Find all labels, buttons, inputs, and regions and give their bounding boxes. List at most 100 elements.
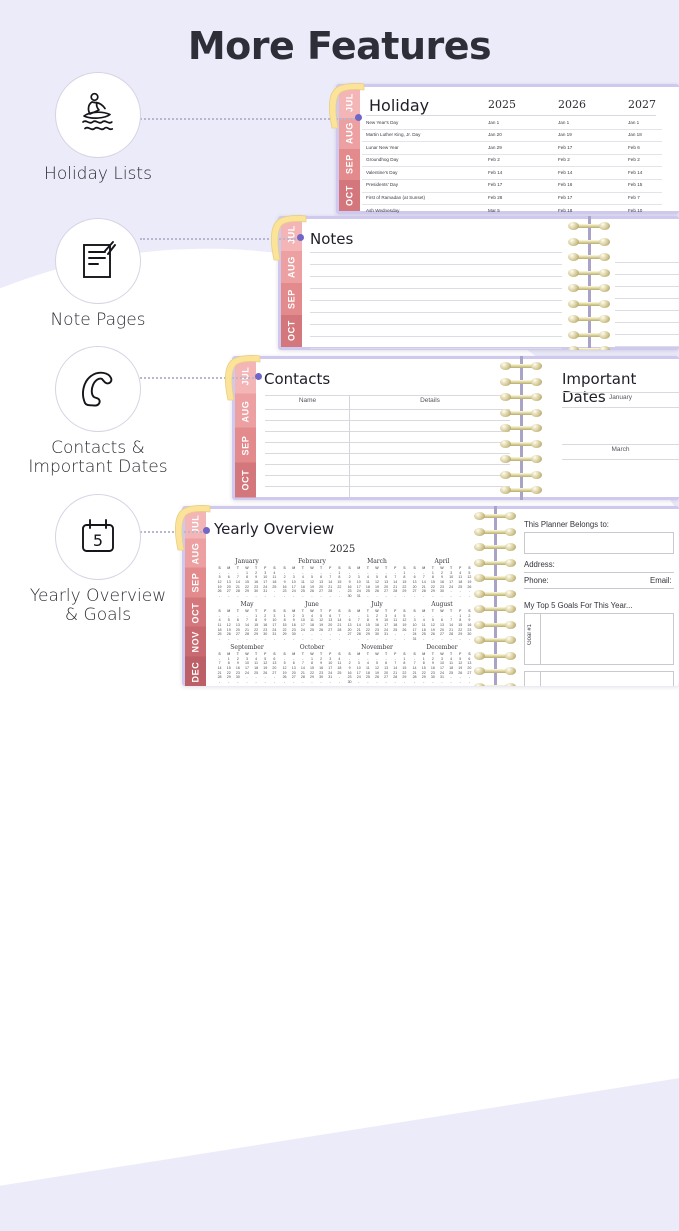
month-tab-oct[interactable]: OCT — [281, 315, 302, 347]
note-line — [310, 312, 562, 313]
mini-calendar-grid: S M T W T F S -1 2 3 4 5 6 7 8 9 10 11 12 13 14 15 16 17 18 19 20 2… — [412, 652, 472, 684]
notes-heading: Notes — [310, 230, 354, 248]
imp-rule-4 — [562, 459, 679, 460]
spiral-binding — [474, 506, 516, 686]
mini-calendar-month-name: November — [361, 644, 393, 651]
month-tab-aug[interactable]: AUG — [281, 251, 302, 283]
holiday-date-2027: Feb 15 — [628, 182, 643, 188]
mini-calendar-month-name: September — [230, 644, 264, 651]
mini-calendar: January S M T W T F S - - -1 2 3 4 5 6 7 8 9 10 11 12 13 14 15 16… — [215, 558, 279, 598]
holiday-date-2025: Feb 14 — [488, 169, 503, 175]
binding-ring — [500, 377, 542, 386]
feature-yearly-goals[interactable]: 5 Yearly Overview & Goals — [0, 494, 196, 625]
holiday-header-rule — [366, 115, 656, 116]
holiday-date-2027: Jan 1 — [628, 119, 640, 125]
mini-calendar-grid: S M T W T F S - -1 2 3 4 5 6 7 8 9 10 11 12 13 14 15 16 17 18 19 20… — [347, 609, 407, 641]
mini-calendar-grid: January S M T W T F S - - -1 2 3 4 5 6 7 8 9 10 11 12 13 14 15 16… — [215, 558, 473, 686]
binding-ring — [568, 346, 610, 350]
binding-ring — [568, 237, 610, 246]
contacts-row-rule — [265, 453, 510, 454]
address-label: Address: — [524, 560, 555, 569]
month-tab-sep[interactable]: SEP — [235, 428, 256, 463]
holiday-date-2025: Jan 20 — [488, 132, 502, 138]
month-tab-strip[interactable]: JUL AUG SEP OCT — [235, 359, 256, 497]
binding-ring — [500, 424, 542, 432]
note-line — [310, 288, 562, 289]
holiday-date-2026: Feb 17 — [558, 144, 573, 150]
goal-1-box — [524, 613, 674, 665]
goal-1-divider — [540, 613, 541, 665]
holiday-date-2025: Jan 1 — [488, 119, 500, 125]
mini-calendar-month-name: December — [426, 644, 458, 651]
planner-yearly[interactable]: JUL AUG SEP OCT NOV DEC Yearly Overview … — [182, 506, 679, 686]
binding-ring — [474, 636, 516, 644]
binding-ring — [500, 393, 542, 401]
month-tab-sep[interactable]: SEP — [281, 283, 302, 315]
holiday-date-2025: Feb 28 — [488, 195, 503, 201]
planner-paper — [206, 509, 679, 686]
planner-belongs-box — [524, 532, 674, 554]
holiday-name: Groundhog Day — [366, 157, 399, 163]
binding-ring — [568, 330, 610, 339]
mini-calendar-grid: S M T W T F S - - - - - -1 2 3 4 5 6 7 8 9 10 11 12 13 14 15 16 17 18… — [347, 566, 407, 598]
holiday-date-2027: Jan 18 — [628, 132, 642, 138]
binding-ring — [474, 682, 516, 686]
planner-paper — [302, 219, 679, 347]
holiday-date-2026: Jan 1 — [558, 119, 570, 125]
binding-spine — [587, 216, 591, 350]
holiday-date-2026: Feb 17 — [558, 195, 573, 201]
connector-holiday — [140, 118, 354, 120]
holiday-date-2025: Feb 2 — [488, 157, 500, 163]
holiday-name: Lunar New Year — [366, 144, 399, 150]
email-label: Email: — [650, 576, 672, 585]
month-tab-dec[interactable]: DEC — [185, 656, 206, 686]
connector-dot-holiday — [355, 114, 362, 121]
note-paper-pencil-icon — [83, 241, 116, 278]
month-tab-strip[interactable]: JUL AUG SEP OCT — [339, 87, 360, 211]
imp-rule-1 — [562, 392, 679, 393]
feature-holiday-lists[interactable]: Holiday Lists — [0, 72, 196, 184]
binding-ring — [568, 299, 610, 308]
planner-contacts[interactable]: JUL AUG SEP OCT Contacts Name Details Im… — [232, 356, 679, 500]
holiday-date-2026: Feb 14 — [558, 169, 573, 175]
mini-calendar-month-name: October — [299, 644, 325, 651]
note-line — [615, 322, 679, 323]
contacts-heading: Contacts — [264, 370, 331, 388]
month-tab-oct[interactable]: OCT — [235, 462, 256, 497]
connector-contacts — [140, 377, 254, 379]
goal-1-label: Goal #1 — [527, 624, 533, 646]
holiday-date-2025: Mar 5 — [488, 207, 500, 213]
feature-label: Contacts & Important Dates — [28, 438, 168, 478]
planner-holiday[interactable]: JUL AUG SEP OCT Holiday 2025 2026 2027 N… — [336, 84, 679, 214]
month-tab-aug[interactable]: AUG — [339, 118, 360, 149]
feature-note-pages[interactable]: Note Pages — [0, 218, 196, 330]
binding-ring — [474, 512, 516, 520]
holiday-table: New Year's Day Jan 1 Jan 1 Jan 1 Martin Luth… — [362, 117, 662, 214]
mini-calendar: October S M T W T F S - - -1 2 3 4 5 6 7 8 9 10 11 12 13 14 15 16… — [280, 644, 344, 684]
spiral-binding — [500, 356, 542, 500]
note-line — [615, 346, 679, 347]
contacts-col-name: Name — [298, 397, 317, 404]
binding-ring — [500, 486, 542, 494]
note-line — [310, 324, 562, 325]
feature-contacts-dates[interactable]: Contacts & Important Dates — [0, 346, 196, 477]
imp-rule-3 — [562, 444, 679, 445]
note-line — [615, 262, 679, 263]
phone-line — [524, 588, 674, 589]
planner-paper — [256, 359, 679, 497]
calendar-5-icon: 5 — [82, 519, 114, 552]
note-line — [615, 298, 679, 299]
planner-notes[interactable]: JUL AUG SEP OCT Notes — [278, 216, 679, 350]
binding-spine — [493, 506, 497, 686]
mini-calendar-grid: S M T W T F S - - -1 2 3 4 5 6 7 8 9 10 11 12 13 14 15 16 17 18 19 2… — [217, 566, 277, 598]
mini-calendar: April S M T W T F S - -1 2 3 4 5 6 7 8 9 10 11 12 13 14 15 16 17 1… — [410, 558, 474, 598]
contacts-row-rule — [265, 464, 510, 465]
month-tab-oct[interactable]: OCT — [339, 180, 360, 211]
month-tab-aug[interactable]: AUG — [235, 393, 256, 428]
connector-yearly — [140, 531, 202, 533]
mini-calendar-grid: S M T W T F S - - - -1 2 3 4 5 6 7 8 9 10 11 12 13 14 15 16 17 18 19… — [217, 609, 277, 641]
month-tab-nov[interactable]: NOV — [185, 627, 206, 657]
mini-calendar-grid: S M T W T F S -1 2 3 4 5 6 7 8 9 10 11 12 13 14 15 16 17 18 19 20 2… — [217, 652, 277, 684]
feature-label: Yearly Overview & Goals — [29, 586, 167, 626]
month-tab-sep[interactable]: SEP — [339, 149, 360, 180]
